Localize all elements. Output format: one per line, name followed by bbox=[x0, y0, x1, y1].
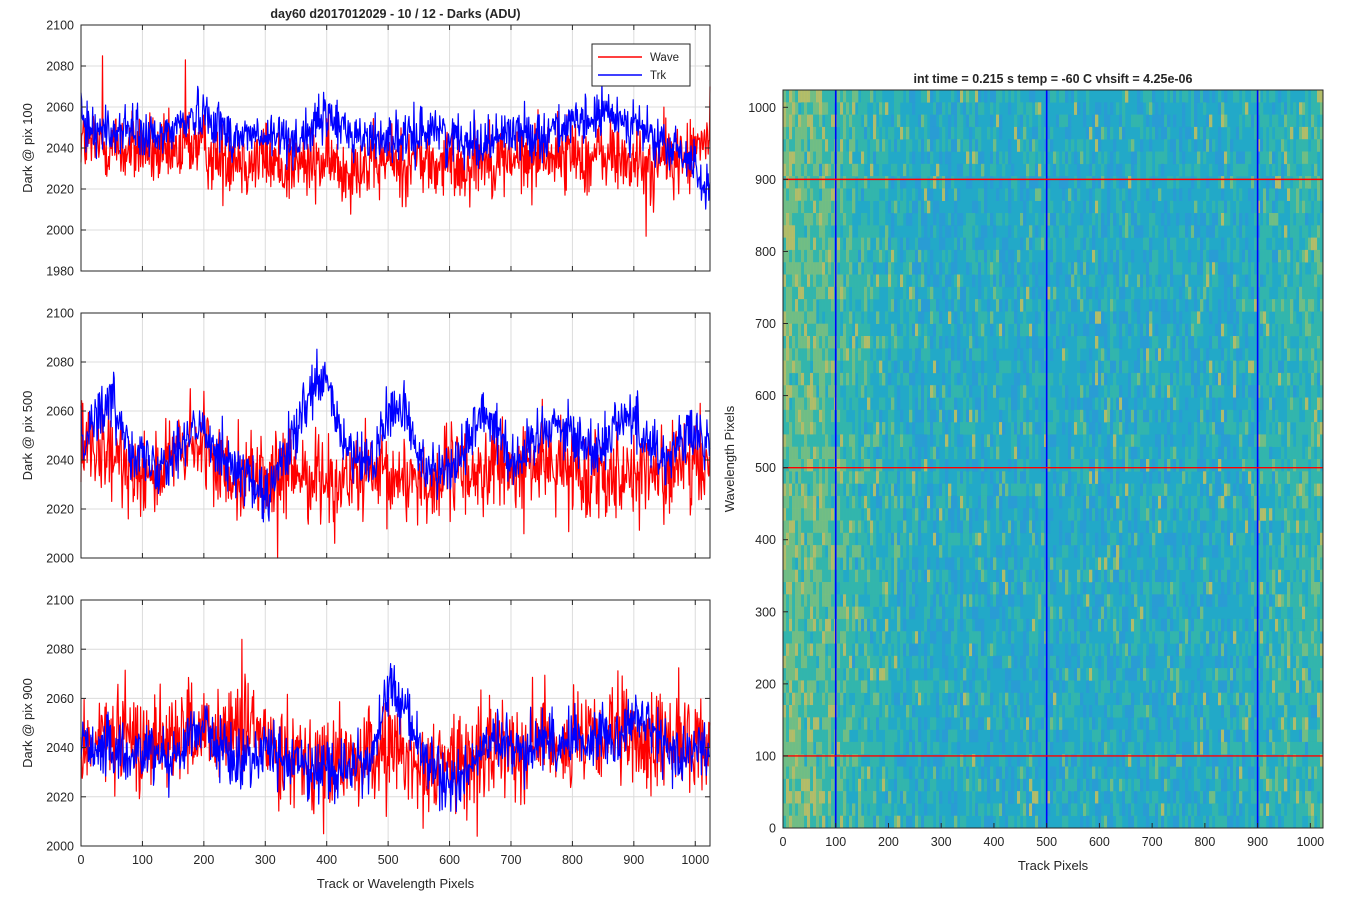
y-tick-label: 2060 bbox=[46, 101, 74, 115]
y-tick-label: 2080 bbox=[46, 643, 74, 657]
x-tick-label: 900 bbox=[623, 853, 644, 867]
y-tick-label: 2020 bbox=[46, 503, 74, 517]
y-tick-label: 2100 bbox=[46, 594, 74, 608]
axes-box bbox=[80, 599, 711, 847]
y-tick-label: 400 bbox=[755, 533, 776, 547]
y-tick-label: 2100 bbox=[46, 307, 74, 321]
y-tick-label: 2060 bbox=[46, 692, 74, 706]
y-tick-label: 2020 bbox=[46, 790, 74, 804]
dark-pix-900-plot: 0 100 200 300 400 500 600 700 800 900 1000 2000 2020… bbox=[20, 594, 711, 891]
dark-pix-100-plot: 1980 2000 2020 2040 2060 2080 2100 day60 d20170… bbox=[20, 7, 711, 279]
x-tick-label: 500 bbox=[378, 853, 399, 867]
x-axis-label: Track Pixels bbox=[1018, 858, 1089, 873]
y-tick-label: 2020 bbox=[46, 183, 74, 197]
x-tick-label: 0 bbox=[78, 853, 85, 867]
x-tick-label: 400 bbox=[984, 835, 1005, 849]
dark-frame-heatmap: 0 100 200 300 400 500 600 700 800 900 1000 0 100 200 3… bbox=[722, 72, 1324, 873]
y-tick-label: 300 bbox=[755, 605, 776, 619]
y-tick-label: 800 bbox=[755, 245, 776, 259]
x-tick-label: 0 bbox=[780, 835, 787, 849]
x-tick-label: 600 bbox=[439, 853, 460, 867]
x-tick-label: 200 bbox=[193, 853, 214, 867]
heatmap-cells bbox=[783, 90, 1324, 829]
chart-title: day60 d2017012029 - 10 / 12 - Darks (ADU… bbox=[270, 7, 520, 21]
plot-area bbox=[81, 313, 710, 558]
series-line-trk bbox=[80, 663, 711, 813]
legend-box bbox=[591, 43, 691, 87]
y-tick-label: 2040 bbox=[46, 741, 74, 755]
y-axis-label: Wavelength Pixels bbox=[722, 405, 737, 512]
y-tick-label: 700 bbox=[755, 317, 776, 331]
x-tick-label: 600 bbox=[1089, 835, 1110, 849]
y-tick-label: 0 bbox=[769, 822, 776, 836]
x-tick-label: 800 bbox=[1194, 835, 1215, 849]
x-tick-label: 300 bbox=[931, 835, 952, 849]
x-tick-label: 1000 bbox=[1296, 835, 1324, 849]
y-tick-label: 1000 bbox=[748, 101, 776, 115]
y-tick-label: 2000 bbox=[46, 840, 74, 854]
y-tick-label: 2000 bbox=[46, 224, 74, 238]
y-tick-label: 100 bbox=[755, 749, 776, 763]
y-tick-label: 200 bbox=[755, 677, 776, 691]
x-tick-label: 700 bbox=[1142, 835, 1163, 849]
x-tick-label: 700 bbox=[501, 853, 522, 867]
y-tick-label: 600 bbox=[755, 389, 776, 403]
legend: Wave Trk bbox=[591, 43, 691, 87]
x-tick-label: 200 bbox=[878, 835, 899, 849]
series-line-wave bbox=[80, 55, 711, 237]
y-axis-label: Dark @ pix 500 bbox=[20, 391, 35, 481]
x-tick-label: 100 bbox=[825, 835, 846, 849]
y-tick-label: 2100 bbox=[46, 19, 74, 33]
y-tick-label: 2040 bbox=[46, 454, 74, 468]
dark-pix-500-plot: 2000 2020 2040 2060 2080 2100 Dark @ pix 500 bbox=[20, 307, 711, 566]
x-tick-label: 900 bbox=[1247, 835, 1268, 849]
x-tick-label: 800 bbox=[562, 853, 583, 867]
series-line-trk bbox=[80, 348, 711, 523]
y-tick-label: 900 bbox=[755, 173, 776, 187]
axes-box bbox=[782, 89, 1324, 829]
y-tick-label: 2080 bbox=[46, 60, 74, 74]
y-axis-label: Dark @ pix 100 bbox=[20, 103, 35, 193]
y-tick-label: 500 bbox=[755, 461, 776, 475]
y-tick-label: 2040 bbox=[46, 142, 74, 156]
series-line-trk bbox=[80, 78, 711, 210]
x-tick-label: 100 bbox=[132, 853, 153, 867]
legend-entry-wave: Wave bbox=[650, 52, 679, 64]
x-tick-label: 500 bbox=[1036, 835, 1057, 849]
axes-box bbox=[80, 312, 711, 559]
y-tick-label: 2000 bbox=[46, 552, 74, 566]
y-tick-label: 2080 bbox=[46, 356, 74, 370]
chart-title: int time = 0.215 s temp = -60 C vhsift =… bbox=[914, 72, 1193, 86]
x-axis-label: Track or Wavelength Pixels bbox=[317, 876, 475, 891]
y-tick-label: 2060 bbox=[46, 405, 74, 419]
x-tick-label: 400 bbox=[316, 853, 337, 867]
x-tick-label: 1000 bbox=[681, 853, 709, 867]
legend-entry-trk: Trk bbox=[650, 70, 666, 82]
x-tick-label: 300 bbox=[255, 853, 276, 867]
y-tick-label: 1980 bbox=[46, 265, 74, 279]
y-axis-label: Dark @ pix 900 bbox=[20, 678, 35, 768]
